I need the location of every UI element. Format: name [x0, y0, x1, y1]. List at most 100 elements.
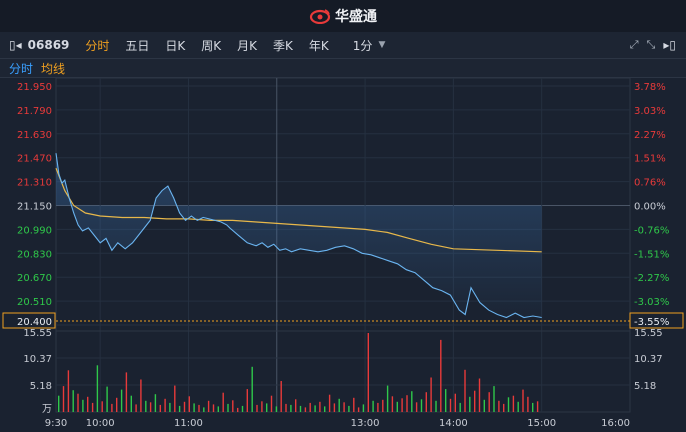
- volume-bar: [280, 381, 282, 412]
- volume-bar: [517, 401, 519, 412]
- percent-tick-label: 3.78%: [634, 82, 666, 93]
- stock-code: 06869: [27, 38, 70, 52]
- volume-bar: [275, 406, 278, 412]
- collapse-right-icon[interactable]: ▸▯: [663, 38, 676, 52]
- volume-bar: [145, 400, 147, 412]
- price-area-fill: [56, 153, 542, 318]
- time-tick-label: 15:00: [527, 418, 556, 429]
- tab-quarterly-k[interactable]: 季K: [273, 38, 293, 53]
- volume-bar: [372, 400, 374, 412]
- volume-bar: [270, 395, 273, 412]
- fullscreen-icon[interactable]: ⤢: [629, 38, 639, 51]
- volume-bar: [149, 402, 152, 412]
- volume-bar: [445, 389, 447, 412]
- volume-bar: [536, 401, 539, 412]
- volume-bar: [367, 333, 369, 412]
- volume-bar: [188, 396, 190, 412]
- volume-bar: [377, 402, 379, 412]
- exit-fullscreen-icon[interactable]: ⤡: [646, 38, 656, 51]
- volume-bar: [222, 392, 224, 412]
- volume-bar: [154, 394, 157, 412]
- app-title: 华盛通: [335, 9, 377, 25]
- average-price-line: [55, 167, 542, 253]
- volume-bar: [261, 401, 263, 412]
- volume-bar: [488, 392, 490, 412]
- volume-bar: [415, 402, 418, 412]
- volume-bar: [227, 403, 229, 412]
- volume-tick-label: 15.55: [23, 328, 52, 339]
- volume-tick-label-right: 15.55: [634, 328, 663, 339]
- price-tick-label: 20.670: [17, 273, 52, 284]
- volume-tick-label: 10.37: [23, 354, 52, 365]
- volume-bar: [77, 393, 79, 412]
- volume-bar: [532, 402, 534, 412]
- volume-bar: [58, 395, 60, 412]
- volume-bar: [116, 397, 118, 412]
- volume-bar: [493, 386, 495, 412]
- price-tick-label: 21.630: [17, 130, 52, 141]
- current-price-box: [2, 312, 56, 329]
- volume-bar: [82, 399, 84, 412]
- volume-bar: [435, 400, 437, 412]
- volume-bar: [285, 403, 287, 412]
- volume-bar: [299, 405, 302, 412]
- price-tick-label: 21.310: [17, 178, 52, 189]
- volume-bar: [527, 396, 529, 412]
- tab-yearly-k[interactable]: 年K: [308, 38, 329, 53]
- subtab-intraday[interactable]: 分时: [9, 61, 34, 76]
- volume-bar: [106, 386, 108, 412]
- volume-bar: [212, 404, 215, 412]
- tab-monthly-k[interactable]: 月K: [237, 38, 258, 53]
- volume-bar: [67, 370, 70, 412]
- volume-bar: [140, 379, 142, 412]
- volume-bar: [304, 407, 307, 412]
- chevron-down-icon: ▼: [378, 40, 386, 50]
- volume-bar: [507, 397, 510, 412]
- volume-bar: [498, 400, 500, 412]
- toolbar: ▯◂ 06869 分时 五日 日K 周K 月K 季K 年K 1分 ▼ ⤢ ⤡ ▸…: [0, 32, 686, 59]
- volume-bar: [469, 396, 471, 412]
- volume-bar: [319, 401, 321, 412]
- volume-bar: [503, 403, 505, 412]
- percent-tick-label: -3.03%: [634, 297, 669, 308]
- interval-select[interactable]: 1分 ▼: [353, 37, 386, 54]
- time-tick-label: 13:00: [351, 418, 380, 429]
- tab-intraday[interactable]: 分时: [85, 38, 110, 53]
- volume-bar: [396, 401, 398, 412]
- volume-bar: [111, 403, 113, 412]
- current-price-label: 20.400: [17, 317, 52, 328]
- volume-bar: [309, 402, 311, 412]
- volume-bar: [338, 398, 340, 412]
- volume-bar: [207, 400, 210, 412]
- volume-bar: [237, 407, 239, 412]
- volume-bar: [459, 402, 461, 412]
- percent-tick-label: 0.00%: [634, 202, 666, 213]
- price-tick-label: 20.830: [17, 249, 52, 260]
- percent-tick-label: 3.03%: [634, 106, 666, 117]
- price-tick-label: 20.510: [17, 297, 52, 308]
- volume-tick-label: 万: [42, 404, 52, 415]
- tab-five-day[interactable]: 五日: [125, 38, 150, 53]
- volume-bar: [62, 386, 65, 412]
- subtab-avg-line[interactable]: 均线: [41, 61, 66, 76]
- volume-bar: [406, 395, 408, 412]
- volume-bar: [120, 389, 123, 412]
- collapse-left-icon[interactable]: ▯◂: [9, 38, 22, 52]
- volume-bar: [357, 407, 360, 412]
- volume-bar: [522, 389, 524, 412]
- volume-bar: [353, 397, 355, 412]
- volume-bar: [183, 401, 186, 412]
- volume-bar: [169, 402, 171, 412]
- volume-bar: [343, 402, 345, 412]
- volume-bar: [314, 405, 316, 412]
- volume-bar: [382, 399, 384, 412]
- percent-tick-label: 0.76%: [634, 178, 666, 189]
- price-tick-label: 21.470: [17, 154, 52, 165]
- tab-weekly-k[interactable]: 周K: [201, 38, 222, 53]
- percent-tick-label: -2.27%: [634, 273, 669, 284]
- volume-bar: [464, 369, 466, 412]
- tab-daily-k[interactable]: 日K: [165, 38, 186, 53]
- volume-bar: [96, 365, 99, 412]
- volume-bar: [290, 404, 292, 412]
- volume-bar: [440, 339, 442, 412]
